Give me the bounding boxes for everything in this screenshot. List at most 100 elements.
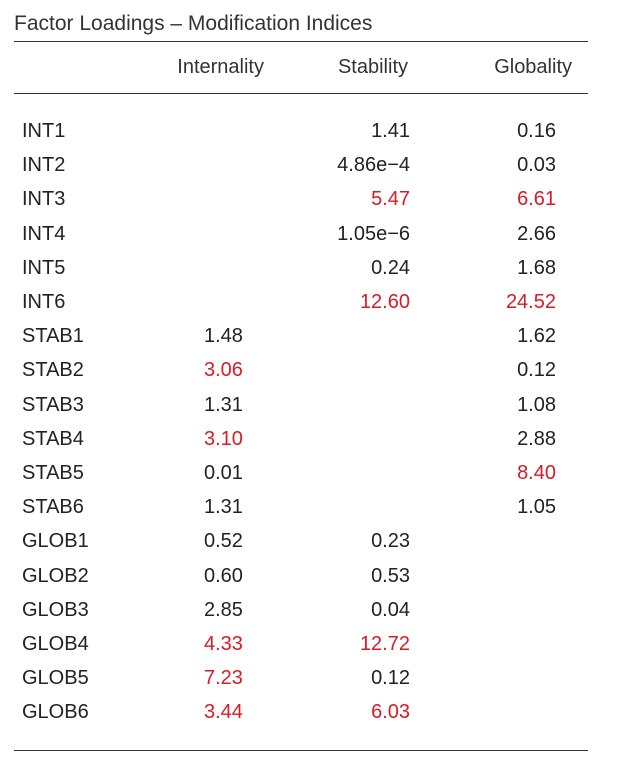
stability-value-cell: 12.72 xyxy=(359,633,410,656)
stability-value-cell xyxy=(278,456,418,490)
row-label-cell: INT4 xyxy=(22,222,66,245)
globality-value-cell: 1.62 xyxy=(517,325,556,348)
table-row: STAB1 1.48 1.62 xyxy=(14,319,588,353)
row-label-cell: INT6 xyxy=(22,291,66,314)
row-label-cell: STAB3 xyxy=(22,393,84,416)
globality-value-cell xyxy=(418,559,588,593)
table-row: GLOB6 3.44 6.03 xyxy=(14,695,588,729)
stability-value-cell: 0.04 xyxy=(371,598,410,621)
row-label-cell: GLOB2 xyxy=(22,564,89,587)
stability-value-cell: 0.23 xyxy=(371,530,410,553)
body-bottom-spacer xyxy=(14,730,588,750)
internality-value-cell: 4.33 xyxy=(204,633,243,656)
table-row: GLOB1 0.52 0.23 xyxy=(14,524,588,558)
table-row: INT6 12.60 24.52 xyxy=(14,285,588,319)
globality-value-cell xyxy=(418,593,588,627)
internality-value-cell xyxy=(132,285,278,319)
globality-value-cell: 0.03 xyxy=(517,154,556,177)
header-row: Internality Stability Globality xyxy=(14,42,588,93)
table-row: STAB4 3.10 2.88 xyxy=(14,422,588,456)
table-title: Factor Loadings – Modification Indices xyxy=(14,12,373,35)
internality-value-cell: 3.10 xyxy=(204,427,243,450)
row-label-cell: STAB6 xyxy=(22,496,84,519)
modification-indices-table-panel: Factor Loadings – Modification Indices I… xyxy=(14,0,588,751)
stability-value-cell xyxy=(278,388,418,422)
internality-value-cell xyxy=(132,148,278,182)
stability-value-cell xyxy=(278,490,418,524)
internality-value-cell xyxy=(132,182,278,216)
internality-value-cell xyxy=(132,217,278,251)
row-label-cell: INT3 xyxy=(22,188,66,211)
table-row: STAB6 1.31 1.05 xyxy=(14,490,588,524)
body-top-spacer xyxy=(14,94,588,114)
row-label-cell: INT5 xyxy=(22,256,66,279)
internality-value-cell: 0.60 xyxy=(204,564,243,587)
internality-value-cell: 2.85 xyxy=(204,598,243,621)
table-row: GLOB4 4.33 12.72 xyxy=(14,627,588,661)
table-row: INT1 1.41 0.16 xyxy=(14,114,588,148)
row-label-cell: STAB4 xyxy=(22,427,84,450)
globality-value-cell xyxy=(418,695,588,729)
table-row: GLOB5 7.23 0.12 xyxy=(14,661,588,695)
internality-value-cell: 3.44 xyxy=(204,701,243,724)
globality-value-cell: 6.61 xyxy=(517,188,556,211)
globality-value-cell xyxy=(418,627,588,661)
modification-indices-table: Internality Stability Globality xyxy=(14,42,588,93)
table-body: INT1 1.41 0.16 INT2 4.86e−4 0.03 INT3 5.47 6.61 I… xyxy=(14,114,588,730)
internality-value-cell: 1.31 xyxy=(204,496,243,519)
row-label-cell: STAB5 xyxy=(22,462,84,485)
globality-value-cell: 2.66 xyxy=(517,222,556,245)
row-label-cell: INT1 xyxy=(22,120,66,142)
internality-value-cell xyxy=(132,114,278,148)
internality-value-cell xyxy=(132,251,278,285)
table-row: STAB3 1.31 1.08 xyxy=(14,388,588,422)
row-label-cell: GLOB5 xyxy=(22,667,89,690)
row-label-cell: GLOB1 xyxy=(22,530,89,553)
table-row: INT4 1.05e−6 2.66 xyxy=(14,217,588,251)
stability-value-cell: 6.03 xyxy=(371,701,410,724)
row-label-cell: STAB2 xyxy=(22,359,84,382)
globality-value-cell: 24.52 xyxy=(505,291,556,314)
internality-value-cell: 1.48 xyxy=(204,325,243,348)
stability-value-cell: 0.53 xyxy=(371,564,410,587)
globality-value-cell: 8.40 xyxy=(517,462,556,485)
row-label-cell: GLOB4 xyxy=(22,633,89,656)
table-row: STAB5 0.01 8.40 xyxy=(14,456,588,490)
stability-value-cell: 1.41 xyxy=(371,120,410,142)
row-label-cell: STAB1 xyxy=(22,325,84,348)
top-rule xyxy=(14,41,588,42)
globality-value-cell xyxy=(418,661,588,695)
header-cell-globality: Globality xyxy=(494,56,572,78)
internality-value-cell: 0.52 xyxy=(204,530,243,553)
globality-value-cell: 0.12 xyxy=(517,359,556,382)
stability-value-cell: 0.12 xyxy=(371,667,410,690)
globality-value-cell: 0.16 xyxy=(517,120,556,142)
stability-value-cell: 1.05e−6 xyxy=(337,222,410,245)
stability-value-cell xyxy=(278,422,418,456)
row-label-cell: GLOB6 xyxy=(22,701,89,724)
table-row: INT5 0.24 1.68 xyxy=(14,251,588,285)
globality-value-cell xyxy=(418,524,588,558)
row-label-cell: GLOB3 xyxy=(22,598,89,621)
stability-value-cell: 5.47 xyxy=(371,188,410,211)
globality-value-cell: 1.05 xyxy=(517,496,556,519)
bottom-rule xyxy=(14,749,588,751)
table-row: INT2 4.86e−4 0.03 xyxy=(14,148,588,182)
table-row: GLOB3 2.85 0.04 xyxy=(14,593,588,627)
stability-value-cell: 0.24 xyxy=(371,256,410,279)
stability-value-cell xyxy=(278,353,418,387)
internality-value-cell: 1.31 xyxy=(204,393,243,416)
table-row: INT3 5.47 6.61 xyxy=(14,182,588,216)
table-row: STAB2 3.06 0.12 xyxy=(14,353,588,387)
header-cell-row-label xyxy=(14,42,132,93)
header-cell-internality: Internality xyxy=(177,56,264,78)
stability-value-cell: 4.86e−4 xyxy=(337,154,410,177)
header-cell-stability: Stability xyxy=(337,56,408,78)
header-rule xyxy=(14,93,588,94)
globality-value-cell: 1.68 xyxy=(517,256,556,279)
table-rows: INT1 1.41 0.16 INT2 4.86e−4 0.03 INT3 5.47 6.61 I… xyxy=(14,114,588,730)
globality-value-cell: 1.08 xyxy=(517,393,556,416)
stability-value-cell xyxy=(278,319,418,353)
globality-value-cell: 2.88 xyxy=(517,427,556,450)
table-row: GLOB2 0.60 0.53 xyxy=(14,559,588,593)
